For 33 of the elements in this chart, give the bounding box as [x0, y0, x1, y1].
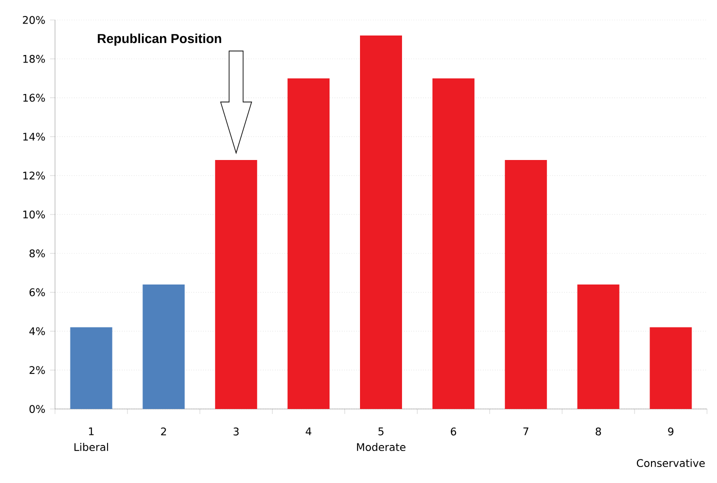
- y-tick-label: 6%: [30, 288, 45, 296]
- text: Liberal: [74, 442, 108, 452]
- text: Conservative: [636, 458, 705, 468]
- text: Moderate: [357, 442, 406, 452]
- bar: [650, 327, 692, 409]
- bar: [504, 160, 547, 409]
- x-tick-label: 2: [161, 428, 166, 436]
- y-tick-label: 2%: [30, 366, 45, 374]
- y-tick-label: 0%: [30, 405, 45, 413]
- bar: [70, 327, 112, 409]
- x-tick-label: 3: [234, 428, 239, 436]
- y-tick-label: 10%: [23, 210, 45, 218]
- x-tick-label: 7: [523, 428, 528, 436]
- x-tick-label: 8: [596, 428, 601, 436]
- x-tick-label: 4: [306, 428, 312, 436]
- bar: [288, 78, 330, 409]
- y-tick-label: 12%: [23, 172, 45, 180]
- y-tick-label: 16%: [23, 94, 45, 102]
- bar: [432, 78, 474, 409]
- x-tick-label: 5: [378, 428, 384, 436]
- bar: [215, 160, 258, 409]
- x-tick-label: 6: [450, 428, 456, 436]
- bar: [360, 36, 402, 409]
- y-tick-label: 14%: [23, 132, 45, 141]
- x-tick-label: 1: [89, 428, 94, 436]
- annotation: Republican Position: [98, 34, 222, 46]
- bar: [142, 284, 185, 409]
- y-tick-label: 20%: [22, 16, 45, 24]
- y-tick-label: 8%: [30, 249, 45, 258]
- x-tick-label: 9: [668, 428, 674, 436]
- y-tick-label: 4%: [29, 327, 45, 336]
- y-tick-label: 18%: [23, 54, 45, 63]
- bar: [577, 284, 620, 409]
